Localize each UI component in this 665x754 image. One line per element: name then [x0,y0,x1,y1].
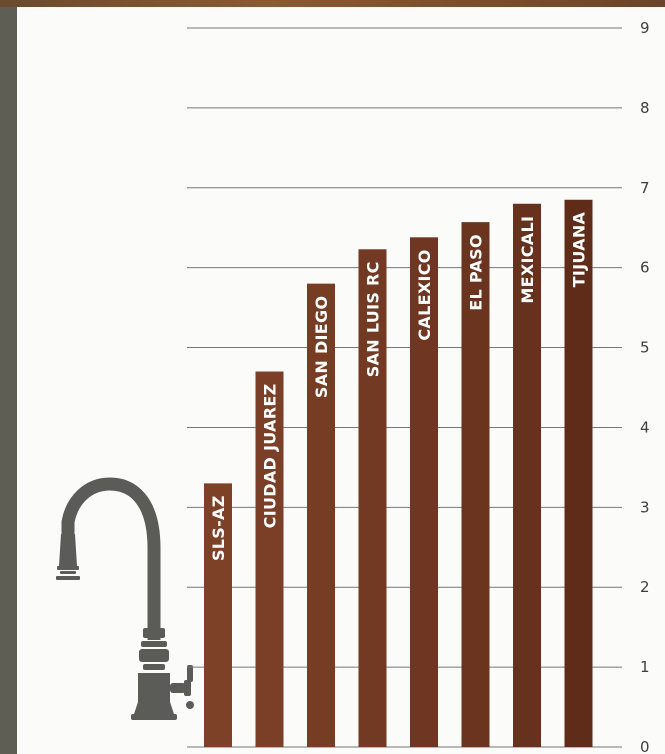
bar-label: CIUDAD JUAREZ [261,384,280,529]
bar-label: TIJUANA [570,211,589,287]
bar-el-paso [461,222,490,747]
bar-label: SAN LUIS RC [364,261,383,377]
y-tick-label: 9 [640,19,650,37]
y-tick-label: 7 [640,179,650,197]
y-tick-label: 4 [640,418,650,436]
bar-sls-az [204,483,232,747]
bar-ciudad-juarez [255,371,284,747]
bar-san-luis-rc [358,249,387,747]
bar-label: CALEXICO [415,249,434,340]
y-tick-label: 6 [640,259,650,277]
y-tick-label: 2 [640,578,650,596]
bar-label: MEXICALI [518,216,537,304]
bar-label: SAN DIEGO [312,296,331,398]
bar-calexico [410,237,438,747]
bar-mexicali [513,203,541,747]
y-axis-tick-labels: 0 1 2 3 4 5 6 7 8 9 [640,19,650,754]
gridlines [187,27,622,748]
bar-tijuana [564,199,593,747]
y-tick-label: 0 [640,738,650,754]
bar-label: SLS-AZ [209,495,228,561]
y-tick-label: 5 [640,339,650,357]
bars: SLS-AZ CIUDAD JUAREZ SAN DIEGO SAN LUIS RC C… [204,199,593,747]
bar-san-diego [307,283,335,747]
y-tick-label: 3 [640,498,650,516]
y-tick-label: 1 [640,658,650,676]
y-tick-label: 8 [640,99,650,117]
top-border-band [0,0,665,7]
faucet-icon [56,477,194,720]
chart-panel [17,7,665,754]
bar-label: EL PASO [467,234,486,311]
